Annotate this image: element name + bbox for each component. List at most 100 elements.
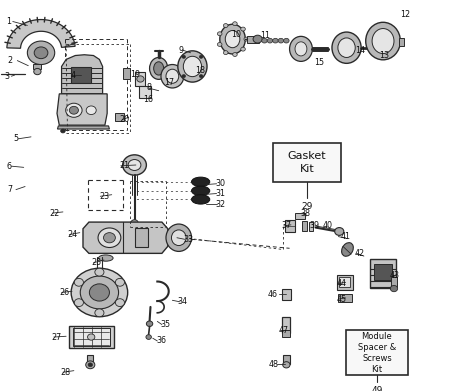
Circle shape [74, 299, 83, 307]
Polygon shape [61, 55, 102, 94]
Ellipse shape [341, 243, 353, 256]
Text: 44: 44 [336, 279, 346, 288]
Ellipse shape [177, 51, 207, 82]
Circle shape [34, 68, 41, 75]
Text: 6: 6 [6, 161, 11, 171]
Circle shape [86, 361, 95, 369]
Circle shape [240, 47, 245, 51]
Text: 38: 38 [299, 208, 309, 218]
Ellipse shape [149, 57, 167, 79]
Polygon shape [7, 20, 75, 48]
FancyBboxPatch shape [390, 278, 396, 287]
FancyBboxPatch shape [115, 113, 123, 121]
Text: 20: 20 [119, 115, 129, 124]
Text: 25: 25 [91, 258, 101, 267]
Text: 18: 18 [195, 66, 205, 75]
Circle shape [283, 38, 288, 43]
FancyBboxPatch shape [284, 220, 294, 232]
Text: 4: 4 [71, 70, 76, 80]
Circle shape [253, 35, 262, 43]
Text: 3: 3 [5, 72, 10, 81]
Text: 21: 21 [119, 161, 129, 170]
Text: 34: 34 [177, 297, 187, 307]
Text: 30: 30 [215, 179, 225, 188]
Circle shape [66, 103, 82, 117]
Text: 40: 40 [322, 221, 332, 231]
FancyBboxPatch shape [336, 275, 352, 290]
Ellipse shape [191, 195, 209, 204]
Circle shape [146, 335, 151, 339]
FancyBboxPatch shape [294, 213, 304, 219]
Text: 8: 8 [147, 83, 152, 93]
FancyBboxPatch shape [369, 259, 395, 289]
Circle shape [89, 284, 109, 301]
FancyBboxPatch shape [134, 228, 148, 247]
Text: 39: 39 [308, 221, 318, 231]
Circle shape [182, 75, 185, 78]
Circle shape [232, 22, 237, 26]
Circle shape [98, 228, 121, 248]
Ellipse shape [289, 36, 312, 61]
FancyBboxPatch shape [398, 38, 403, 46]
FancyBboxPatch shape [374, 264, 391, 280]
Text: Gasket
Kit: Gasket Kit [287, 151, 325, 174]
Polygon shape [57, 94, 107, 125]
FancyBboxPatch shape [283, 355, 289, 364]
Circle shape [223, 23, 228, 27]
Circle shape [278, 38, 283, 43]
FancyBboxPatch shape [246, 36, 259, 43]
FancyBboxPatch shape [281, 289, 290, 300]
Text: 19: 19 [130, 70, 140, 79]
Ellipse shape [219, 24, 245, 54]
Ellipse shape [337, 38, 354, 57]
Text: 16: 16 [143, 95, 153, 104]
Text: 37: 37 [281, 221, 291, 231]
Circle shape [217, 43, 222, 47]
Text: 42: 42 [354, 249, 364, 258]
Circle shape [27, 41, 55, 65]
Ellipse shape [225, 30, 239, 48]
Text: 1: 1 [6, 17, 11, 26]
Text: 17: 17 [164, 77, 174, 87]
Text: 22: 22 [49, 208, 59, 218]
Circle shape [34, 47, 48, 59]
FancyBboxPatch shape [339, 278, 350, 287]
FancyBboxPatch shape [33, 64, 41, 69]
Circle shape [115, 278, 124, 286]
Ellipse shape [166, 224, 191, 251]
Circle shape [199, 75, 202, 78]
Polygon shape [83, 222, 167, 253]
Circle shape [74, 278, 83, 286]
Circle shape [243, 37, 248, 41]
Ellipse shape [171, 230, 186, 246]
Circle shape [240, 27, 245, 31]
Text: 41: 41 [340, 232, 350, 241]
Circle shape [272, 38, 278, 43]
Circle shape [389, 285, 397, 292]
Circle shape [182, 55, 185, 58]
Circle shape [128, 160, 141, 170]
Circle shape [199, 55, 202, 58]
Circle shape [71, 268, 127, 317]
Text: 10: 10 [231, 30, 241, 39]
Circle shape [267, 38, 272, 43]
Ellipse shape [365, 22, 399, 60]
FancyBboxPatch shape [72, 328, 110, 346]
Text: 43: 43 [389, 271, 399, 280]
Text: Module
Spacer &
Screws
Kit: Module Spacer & Screws Kit [357, 332, 395, 374]
Circle shape [86, 106, 96, 115]
Text: 31: 31 [215, 189, 225, 198]
Text: 11: 11 [260, 31, 270, 41]
FancyBboxPatch shape [69, 326, 113, 348]
Circle shape [95, 309, 104, 317]
FancyBboxPatch shape [337, 294, 351, 302]
Bar [272, 143, 340, 182]
Text: 49: 49 [370, 386, 382, 391]
FancyBboxPatch shape [71, 67, 91, 83]
FancyBboxPatch shape [138, 86, 151, 98]
Ellipse shape [331, 32, 360, 63]
Text: 28: 28 [60, 368, 70, 377]
Circle shape [87, 334, 95, 340]
FancyBboxPatch shape [308, 222, 313, 231]
Circle shape [232, 52, 237, 56]
